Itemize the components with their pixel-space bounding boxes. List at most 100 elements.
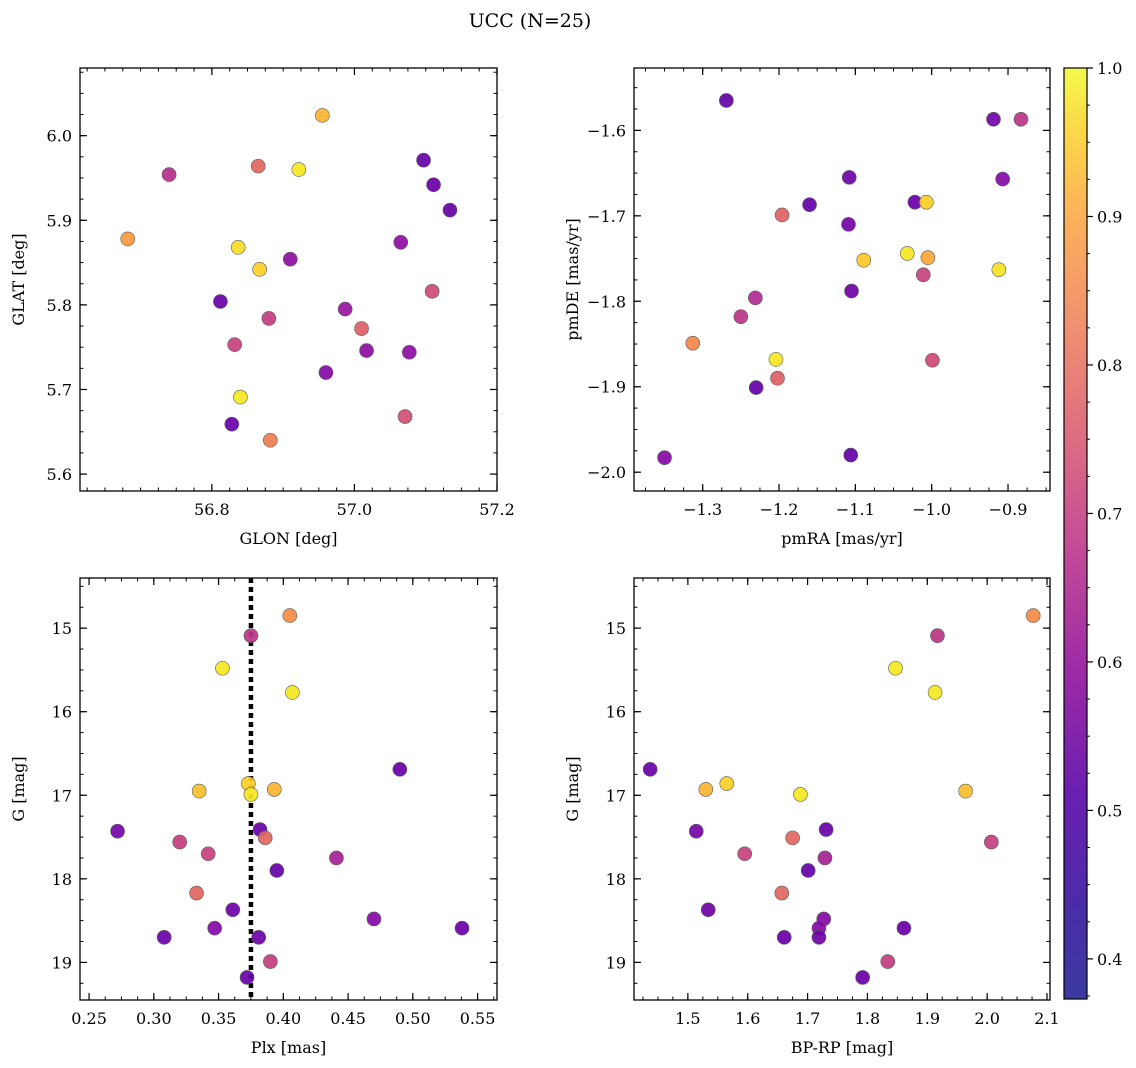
data-point [263,432,278,448]
data-point [888,660,903,676]
y-axis-label: G [mag] [563,756,582,821]
y-axis-label: GLAT [deg] [9,233,28,325]
data-point [315,108,330,123]
data-point [698,782,714,797]
data-point [768,352,784,367]
data-point [189,885,204,901]
x-axis-label: BP-RP [mag] [791,1038,893,1057]
x-tick-label: 0.55 [460,1009,496,1028]
data-point [811,930,827,945]
x-tick-label: −1.1 [836,500,875,519]
panel-pmra-pmde: −1.3 −1.2 −1.1 −1.0 −0.9 −2.0 −1.9 −1.8 −1.7 −1.6… [563,67,1051,548]
y-tick-label: −1.8 [587,292,626,311]
data-point [719,776,735,791]
colorbar-tick-label: 1.0 [1097,59,1122,78]
x-tick-label: 2.1 [1034,1009,1059,1028]
data-point [800,863,816,878]
y-tick-label: 15 [52,619,72,638]
data-point [225,902,241,918]
data-point [233,389,248,405]
x-tick-label: −1.3 [683,500,722,519]
data-point [930,628,945,643]
data-point [986,111,1001,127]
data-point [252,262,267,277]
data-point [657,450,672,465]
data-point [442,202,458,218]
colorbar-ticks: 0.4 0.5 0.6 0.7 0.8 0.9 1.0 [1087,59,1122,997]
data-point [785,830,800,846]
data-point [995,171,1010,187]
data-point [191,783,207,799]
data-point [243,787,259,802]
y-tick-label: 6.0 [47,127,72,146]
plot-frame [79,67,498,492]
data-point [733,309,749,324]
x-tick-label: 1.6 [735,1009,760,1028]
data-point [120,231,136,247]
y-tick-label: 16 [52,703,72,722]
y-tick-label: 18 [606,870,626,889]
data-point [896,920,912,936]
x-tick-label: 0.35 [201,1009,237,1028]
y-tick-label: 19 [52,953,72,972]
x-tick-label: 0.30 [136,1009,172,1028]
data-point [156,930,172,945]
data-point [224,416,240,432]
data-point [915,267,931,283]
data-point [700,902,716,918]
data-point [416,152,431,168]
data-point [844,283,859,299]
data-point [393,234,409,250]
data-point [424,284,440,299]
data-point [282,608,298,623]
data-point [285,685,300,700]
x-tick-label: 56.8 [194,500,230,519]
data-point [685,335,701,351]
data-point [215,660,230,676]
y-tick-label: −2.0 [587,463,626,482]
data-point [802,197,817,213]
data-point [402,344,417,360]
data-point [282,251,298,267]
data-point [642,762,658,777]
y-tick-label: 16 [606,703,626,722]
colorbar-tick-label: 0.8 [1097,356,1122,375]
y-axis-label: pmDE [mas/yr] [563,218,582,341]
colorbar-gradient [1063,67,1088,1000]
data-point [266,782,282,797]
data-point [958,783,973,799]
data-point [359,343,374,358]
y-tick-label: 17 [52,786,72,805]
data-point [774,885,790,901]
x-tick-label: 0.50 [395,1009,431,1028]
y-tick-label: 5.8 [47,296,72,315]
data-point [454,920,470,936]
data-point [291,162,307,177]
data-point [110,823,125,839]
x-tick-label: 0.40 [266,1009,302,1028]
data-point [426,177,441,193]
x-tick-label: 0.25 [71,1009,107,1028]
y-tick-label: −1.7 [587,207,626,226]
y-tick-label: 17 [606,786,626,805]
data-point [774,207,790,223]
data-point [776,930,792,945]
x-tick-label: 57.2 [479,500,515,519]
data-point [239,970,255,985]
y-tick-label: 15 [606,619,626,638]
x-axis-label: pmRA [mas/yr] [781,529,903,548]
data-point [329,850,344,866]
data-point [737,846,753,862]
data-point [856,252,872,268]
x-tick-label: 57.0 [337,500,373,519]
data-point [1013,111,1029,127]
data-point [748,380,764,395]
data-point [200,846,216,862]
plot-frame [79,577,498,1001]
data-point [920,250,936,266]
x-axis-label: Plx [mas] [251,1038,326,1057]
colorbar-tick-label: 0.4 [1097,950,1122,969]
y-tick-label: 19 [606,953,626,972]
data-point [227,337,242,352]
panel-plx-g: 0.25 0.30 0.35 0.40 0.45 0.50 0.55 15 16 17 18 19 Pl… [9,577,498,1057]
